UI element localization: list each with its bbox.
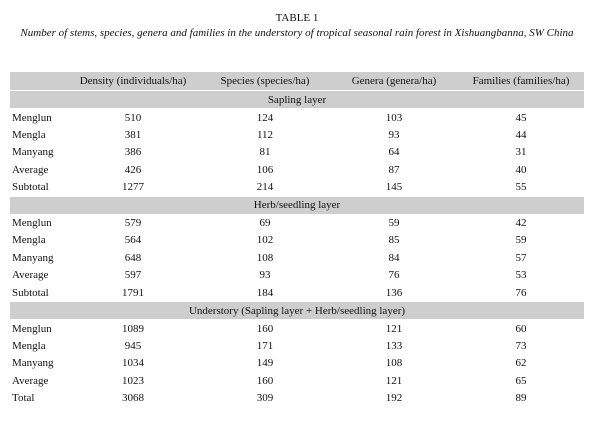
- row-label: Mengla: [12, 128, 46, 141]
- cell: 510: [124, 111, 142, 124]
- row-label: Average: [12, 163, 49, 176]
- cell: 214: [256, 181, 274, 194]
- cell: 579: [124, 217, 142, 229]
- cell: 55: [515, 181, 527, 194]
- row-label: Manyang: [12, 357, 54, 370]
- cell: 103: [385, 111, 403, 124]
- cell: 87: [388, 163, 400, 176]
- section-title: Sapling layer: [267, 93, 327, 106]
- cell: 42: [515, 217, 527, 229]
- cell: 89: [515, 392, 527, 405]
- cell: 76: [515, 286, 527, 299]
- cell: 1023: [122, 374, 144, 387]
- row-label: Mengla: [12, 339, 46, 352]
- cell: 59: [388, 217, 400, 229]
- cell: 73: [515, 339, 527, 352]
- cell: 1277: [122, 181, 144, 194]
- column-header: Density (individuals/ha): [79, 75, 187, 87]
- cell: 108: [385, 357, 403, 370]
- row-label: Average: [12, 374, 49, 387]
- cell: 145: [385, 181, 403, 194]
- cell: 121: [385, 322, 403, 335]
- cell: 53: [515, 269, 527, 282]
- cell: 133: [385, 339, 403, 352]
- cell: 76: [388, 269, 400, 282]
- section-band: [10, 196, 584, 214]
- row-label: Subtotal: [12, 181, 49, 194]
- cell: 106: [256, 163, 274, 176]
- section-title: Understory (Sapling layer + Herb/seedlin…: [188, 304, 406, 317]
- section-band: [10, 302, 584, 319]
- cell: 64: [388, 146, 400, 159]
- cell: 160: [256, 374, 274, 387]
- row-label: Menglun: [12, 217, 52, 229]
- row-label: Total: [12, 392, 35, 405]
- row-label: Manyang: [12, 146, 54, 159]
- row-label: Subtotal: [12, 286, 49, 299]
- cell: 124: [256, 111, 274, 124]
- cell: 1791: [122, 286, 144, 299]
- cell: 1034: [122, 357, 144, 370]
- cell: 62: [515, 357, 527, 370]
- cell: 136: [385, 286, 403, 299]
- cell: 160: [256, 322, 274, 335]
- cell: 945: [124, 339, 142, 352]
- cell: 84: [388, 251, 400, 264]
- cell: 60: [515, 322, 527, 335]
- section-band: [10, 91, 584, 108]
- table-caption: Number of stems, species, genera and fam…: [20, 27, 574, 39]
- cell: 45: [515, 111, 527, 124]
- cell: 57: [515, 251, 527, 264]
- cell: 426: [124, 163, 142, 176]
- cell: 112: [256, 128, 274, 141]
- cell: 121: [385, 374, 403, 387]
- cell: 40: [515, 163, 527, 176]
- cell: 69: [259, 217, 271, 229]
- row-label: Average: [12, 269, 49, 282]
- column-header: Species (species/ha): [220, 75, 310, 87]
- row-label: Menglun: [12, 111, 52, 124]
- cell: 171: [256, 339, 274, 352]
- cell: 192: [385, 392, 403, 405]
- cell: 564: [124, 234, 142, 247]
- column-header: Genera (genera/ha): [351, 75, 437, 87]
- cell: 93: [259, 269, 271, 282]
- cell: 93: [388, 128, 400, 141]
- column-header: Families (families/ha): [472, 75, 570, 87]
- cell: 184: [256, 286, 274, 299]
- cell: 44: [515, 128, 527, 141]
- cell: 108: [256, 251, 274, 264]
- cell: 386: [124, 146, 142, 159]
- cell: 648: [124, 251, 142, 264]
- header-band: [10, 72, 584, 90]
- cell: 102: [256, 234, 274, 247]
- cell: 309: [256, 392, 274, 405]
- cell: 1089: [122, 322, 144, 335]
- cell: 597: [124, 269, 142, 282]
- section-title: Herb/seedling layer: [253, 199, 341, 211]
- table-title: TABLE 1: [275, 12, 319, 24]
- cell: 381: [124, 128, 142, 141]
- cell: 31: [515, 146, 527, 159]
- cell: 81: [259, 146, 271, 159]
- cell: 149: [256, 357, 274, 370]
- row-label: Mengla: [12, 234, 46, 247]
- cell: 3068: [122, 392, 144, 405]
- cell: 65: [515, 374, 527, 387]
- row-label: Menglun: [12, 322, 52, 335]
- row-label: Manyang: [12, 251, 54, 264]
- cell: 85: [388, 234, 400, 247]
- cell: 59: [515, 234, 527, 247]
